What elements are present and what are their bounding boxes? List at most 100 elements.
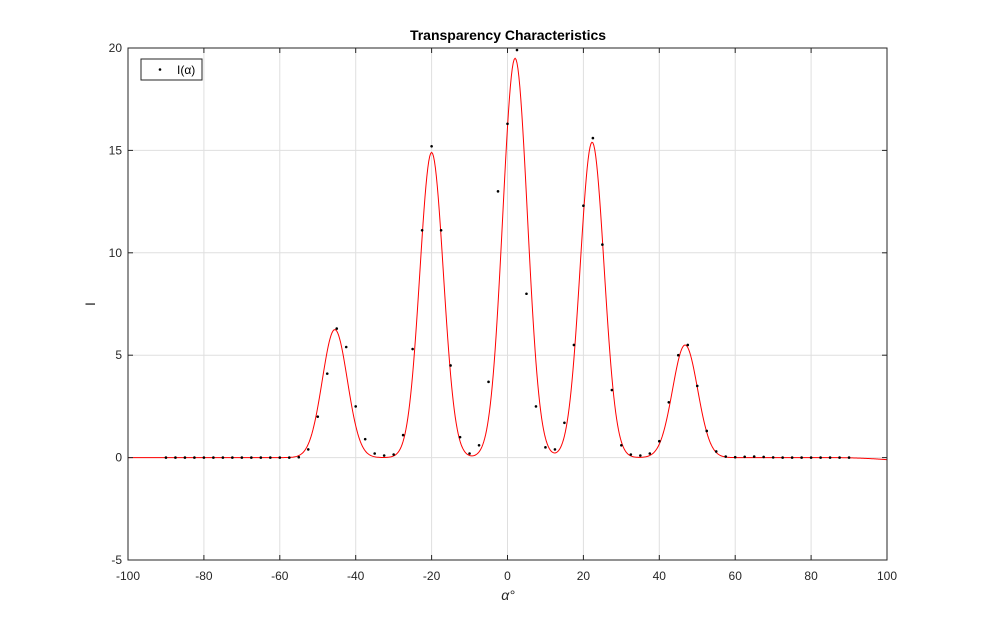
- data-point: [164, 456, 168, 459]
- data-point: [506, 122, 509, 126]
- x-tick-label: 20: [577, 569, 591, 583]
- data-point: [231, 456, 234, 459]
- data-point: [724, 455, 728, 458]
- y-tick-label: 5: [115, 348, 122, 362]
- data-point: [828, 456, 832, 459]
- data-point: [534, 405, 538, 408]
- x-tick-label: 40: [653, 569, 667, 583]
- data-point: [629, 453, 633, 456]
- data-point: [297, 455, 301, 459]
- data-point: [354, 405, 358, 408]
- data-point: [800, 456, 803, 459]
- data-point: [316, 415, 320, 418]
- x-tick-label: 100: [877, 569, 897, 583]
- x-tick-label: 0: [504, 569, 511, 583]
- data-point: [515, 48, 519, 52]
- x-axis-ticks: -100 -80 -60 -40 -20 0 20 40 60 80 100: [116, 48, 897, 583]
- data-point: [250, 456, 253, 459]
- data-point: [439, 228, 443, 232]
- legend: I(α): [140, 58, 203, 81]
- x-tick-label: 60: [729, 569, 743, 583]
- data-point: [610, 388, 614, 392]
- y-tick-label: 10: [109, 246, 123, 260]
- x-axis-label: α°: [501, 587, 515, 603]
- data-point: [411, 347, 414, 351]
- data-point: [373, 452, 376, 455]
- data-point: [477, 444, 481, 447]
- data-point: [847, 456, 851, 459]
- data-point: [212, 456, 215, 459]
- data-point: [344, 345, 348, 349]
- data-point: [705, 429, 709, 433]
- data-point: [762, 455, 765, 459]
- data-point: [667, 401, 671, 404]
- y-axis-ticks: -5 0 5 10 15 20: [109, 41, 887, 567]
- y-tick-label: 20: [109, 41, 123, 55]
- data-point: [240, 456, 244, 459]
- data-point: [591, 136, 595, 140]
- x-tick-label: -20: [423, 569, 441, 583]
- data-point: [658, 439, 661, 443]
- data-point: [695, 384, 699, 388]
- legend-marker: [158, 68, 162, 71]
- data-point: [306, 448, 310, 451]
- data-point: [430, 145, 433, 148]
- data-point: [193, 456, 196, 459]
- data-point: [553, 448, 557, 451]
- data-point: [752, 455, 756, 458]
- data-point: [278, 456, 282, 459]
- x-tick-label: -60: [271, 569, 289, 583]
- data-point: [601, 243, 604, 246]
- data-point: [790, 456, 794, 459]
- y-tick-label: -5: [111, 553, 122, 567]
- data-point: [468, 452, 471, 455]
- data-point: [838, 456, 841, 459]
- legend-label: I(α): [177, 63, 195, 77]
- data-point: [420, 228, 424, 232]
- x-tick-label: -40: [347, 569, 365, 583]
- data-point: [809, 456, 813, 459]
- fit-line: [128, 57, 888, 461]
- data-point: [325, 372, 329, 375]
- data-point: [544, 446, 547, 449]
- y-axis-label: I: [82, 302, 98, 306]
- data-point: [676, 353, 680, 357]
- x-tick-label: -80: [195, 569, 213, 583]
- data-point: [363, 437, 367, 441]
- data-point: [183, 456, 187, 459]
- data-point: [335, 327, 339, 330]
- data-point: [269, 456, 272, 459]
- data-point: [221, 456, 225, 459]
- data-point: [449, 364, 452, 367]
- data-point: [781, 456, 784, 459]
- x-tick-label: -100: [116, 569, 140, 583]
- data-point: [563, 421, 566, 425]
- chart-title: Transparency Characteristics: [410, 27, 606, 43]
- data-point: [525, 292, 528, 296]
- data-point: [733, 455, 737, 459]
- data-point: [392, 453, 395, 456]
- data-point: [714, 450, 718, 453]
- data-point: [819, 456, 822, 459]
- data-point: [401, 433, 405, 437]
- data-point: [771, 456, 775, 459]
- data-point: [458, 435, 462, 439]
- data-point: [620, 444, 623, 447]
- y-tick-label: 15: [109, 143, 123, 157]
- data-point: [202, 456, 206, 459]
- data-point: [382, 454, 386, 457]
- data-point: [259, 456, 263, 459]
- data-point: [639, 454, 642, 457]
- data-point: [686, 343, 690, 347]
- data-point: [572, 343, 576, 347]
- data-point: [174, 456, 177, 459]
- data-point: [582, 204, 585, 207]
- data-point: [287, 456, 291, 459]
- x-tick-label: 80: [804, 569, 818, 583]
- data-point: [648, 452, 652, 455]
- data-point: [743, 455, 746, 459]
- legend-box: [140, 58, 203, 81]
- y-tick-label: 0: [115, 451, 122, 465]
